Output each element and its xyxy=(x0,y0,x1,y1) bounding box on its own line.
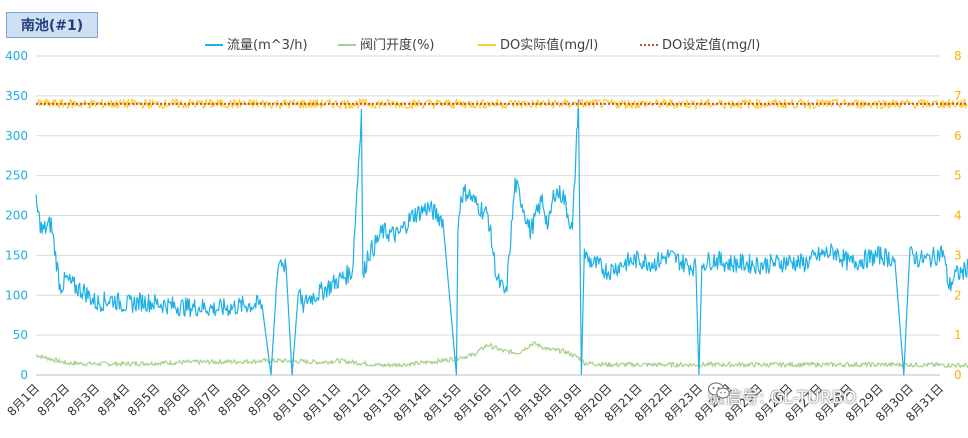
wechat-icon xyxy=(708,382,730,399)
y-right-tick-label: 3 xyxy=(954,248,962,262)
x-tick-label: 8月5日 xyxy=(125,381,163,419)
series-line-0 xyxy=(35,99,968,376)
y-left-tick-label: 200 xyxy=(5,209,28,223)
y-left-tick-label: 400 xyxy=(5,49,28,63)
legend-label-3: DO设定值(mg/l) xyxy=(662,37,760,53)
y-right-tick-label: 8 xyxy=(954,49,962,63)
series-layer xyxy=(35,98,968,376)
series-line-2 xyxy=(35,98,968,110)
y-right-tick-label: 0 xyxy=(954,368,962,382)
legend-label-2: DO实际值(mg/l) xyxy=(500,37,598,53)
x-tick-label: 8月2日 xyxy=(35,381,73,419)
y-axis-right: 0 1 2 3 4 5 6 7 8 xyxy=(954,49,962,382)
y-right-tick-label: 4 xyxy=(954,209,962,223)
x-tick-label: 8月1日 xyxy=(4,381,42,419)
y-right-tick-label: 6 xyxy=(954,129,962,143)
y-right-tick-label: 1 xyxy=(954,328,962,342)
legend-label-0: 流量(m^3/h) xyxy=(227,38,308,53)
x-tick-label: 8月6日 xyxy=(155,381,193,419)
watermark: 微信号: GL-TURBO xyxy=(708,382,856,408)
watermark-text: 微信号: GL-TURBO xyxy=(708,387,857,408)
x-tick-label: 8月3日 xyxy=(65,381,103,419)
y-left-tick-label: 150 xyxy=(5,248,28,262)
y-left-tick-label: 350 xyxy=(5,89,28,103)
y-axis-left: 0 50 100 150 200 250 300 350 400 xyxy=(5,49,28,382)
y-right-tick-label: 2 xyxy=(954,288,962,302)
y-left-tick-label: 100 xyxy=(5,288,28,302)
x-tick-label: 8月4日 xyxy=(95,381,133,419)
chart-title: 南池(#1) xyxy=(6,12,98,38)
x-tick-label: 8月8日 xyxy=(215,381,253,419)
x-tick-label: 8月7日 xyxy=(185,381,223,419)
y-right-tick-label: 7 xyxy=(954,89,962,103)
y-right-tick-label: 5 xyxy=(954,169,962,183)
series-line-1 xyxy=(35,341,968,369)
y-left-tick-label: 300 xyxy=(5,129,28,143)
y-left-tick-label: 250 xyxy=(5,169,28,183)
y-left-tick-label: 0 xyxy=(20,368,28,382)
legend-label-1: 阀门开度(%) xyxy=(360,37,435,53)
legend: 流量(m^3/h) 阀门开度(%) DO实际值(mg/l) DO设定值(mg/l) xyxy=(205,37,760,53)
y-left-tick-label: 50 xyxy=(13,328,28,342)
